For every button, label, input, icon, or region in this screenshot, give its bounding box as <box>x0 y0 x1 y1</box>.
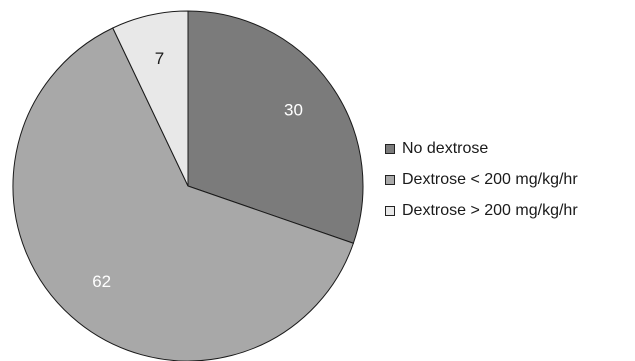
pie-slice-no-dextrose <box>187 10 364 244</box>
legend-label-dextrose-above-200: Dextrose > 200 mg/kg/hr <box>402 201 578 219</box>
pie-slices <box>12 10 364 361</box>
legend-item-dextrose-above-200: Dextrose > 200 mg/kg/hr <box>385 200 578 221</box>
pie-slice-dextrose-gt-200-mg-kg-hr <box>112 10 189 187</box>
legend: No dextrose Dextrose < 200 mg/kg/hr Dext… <box>385 138 578 231</box>
pie-slice-value-no-dextrose: 30 <box>284 100 303 119</box>
pie-slice-value-dextrose-gt-200-mg-kg-hr: 7 <box>155 49 164 68</box>
legend-swatch-no-dextrose <box>385 143 395 154</box>
legend-item-no-dextrose: No dextrose <box>385 138 578 159</box>
legend-swatch-dextrose-below-200 <box>385 174 395 185</box>
pie-slice-labels: 30 62 7 <box>92 49 303 291</box>
pie-slice-dextrose-lt-200-mg-kg-hr <box>12 27 355 361</box>
legend-label-dextrose-below-200: Dextrose < 200 mg/kg/hr <box>402 170 578 188</box>
pie-slice-value-dextrose-lt-200-mg-kg-hr: 62 <box>92 272 111 291</box>
legend-item-dextrose-below-200: Dextrose < 200 mg/kg/hr <box>385 169 578 190</box>
legend-swatch-dextrose-above-200 <box>385 205 395 216</box>
legend-label-no-dextrose: No dextrose <box>402 139 489 157</box>
